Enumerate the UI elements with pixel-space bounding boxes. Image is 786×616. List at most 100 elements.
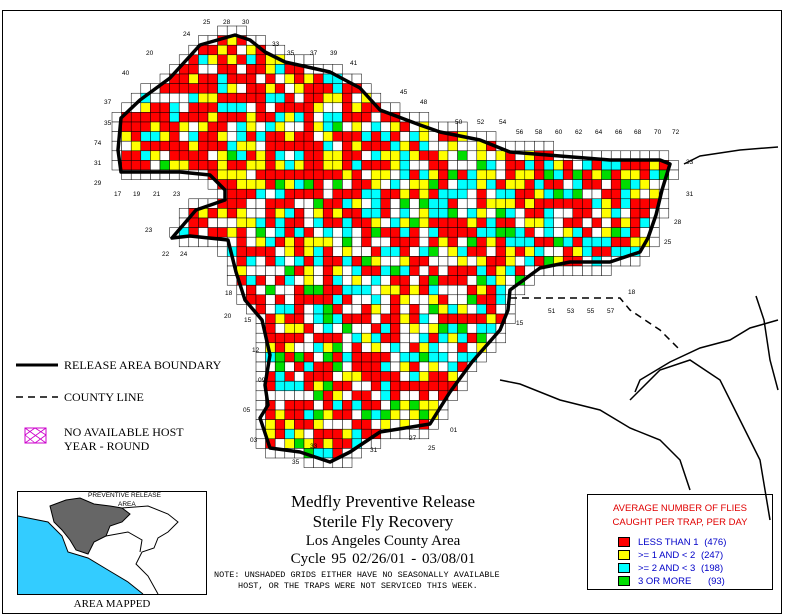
grid-cell: [380, 121, 391, 132]
grid-cell: [351, 265, 362, 276]
grid-cell: [543, 217, 554, 228]
grid-cell: [303, 380, 314, 392]
grid-cell: [428, 284, 439, 296]
grid-cell: [236, 25, 247, 36]
grid-cell: [361, 217, 372, 228]
grid-cell: [246, 150, 257, 161]
grid-cell: [361, 342, 372, 353]
grid-cell: [447, 198, 458, 209]
grid-label: 20: [146, 50, 154, 57]
grid-cell: [447, 246, 458, 257]
grid-cell: [274, 361, 286, 372]
grid-cell: [572, 265, 583, 276]
grid-cell: [390, 188, 401, 200]
grid-cell: [351, 304, 362, 315]
grid-cell: [361, 131, 372, 142]
grid-cell: [255, 236, 266, 248]
grid-cell: [553, 169, 564, 180]
grid-cell: [370, 140, 382, 152]
grid-cell: [418, 361, 430, 372]
grid-cell: [409, 236, 420, 248]
grid-cell: [274, 313, 286, 324]
grid-cell: [476, 217, 487, 228]
grid-cell: [486, 236, 497, 248]
legend-county-line-label: COUNTY LINE: [64, 390, 144, 404]
grid-cell: [418, 236, 430, 248]
grid-cell: [255, 275, 266, 286]
grid-cell: [322, 112, 334, 123]
grid-cell: [438, 227, 449, 238]
grid-cell: [495, 265, 506, 276]
grid-cell: [409, 160, 420, 171]
grid-cell: [390, 284, 401, 296]
grid-cell: [390, 217, 401, 228]
grid-cell: [495, 188, 506, 200]
grid-labels: 25 28 30 24 33 35 37 39 20 41 40 45 37 48 35 50 52 54 56 58…: [94, 19, 694, 466]
grid-cell: [169, 121, 180, 132]
grid-cell: [265, 150, 276, 161]
grid-cell: [303, 419, 314, 430]
grid-cell: [226, 217, 238, 228]
grid-cell: [332, 275, 343, 286]
grid-cell: [399, 352, 410, 363]
grid-cell: [226, 140, 238, 152]
grid-cell: [438, 236, 449, 248]
grid-cell: [361, 102, 372, 113]
grid-cell: [361, 236, 372, 248]
grid-cell: [409, 400, 420, 411]
grid-cell: [428, 140, 439, 152]
grid-cell: [591, 208, 602, 219]
grid-cell: [332, 313, 343, 324]
grid-cell: [198, 73, 209, 84]
grid-cell: [303, 121, 314, 132]
grid-cell: [255, 390, 266, 401]
grid-cell: [294, 256, 305, 267]
grid-cell: [457, 313, 468, 324]
grid-cell: [284, 332, 295, 344]
grid-cell: [428, 150, 439, 161]
grid-cell: [601, 236, 612, 248]
grid-cell: [418, 140, 430, 152]
grid-cell: [591, 265, 602, 276]
grid-cell: [198, 54, 209, 65]
grid-cell: [255, 102, 266, 113]
grid-cell: [294, 150, 305, 161]
grid-cell: [495, 227, 506, 238]
grid-cell: [428, 217, 439, 228]
grid-cell: [313, 198, 324, 209]
grid-cell: [130, 140, 142, 152]
grid-cell: [418, 371, 430, 382]
grid-cell: [313, 275, 324, 286]
grid-cell: [178, 83, 190, 94]
grid-cell: [246, 102, 257, 113]
grid-cell: [140, 140, 151, 152]
grid-cell: [390, 361, 401, 372]
grid-cell: [342, 438, 353, 449]
grid-cell: [438, 140, 449, 152]
grid-cell: [284, 160, 295, 171]
grid-cell: [476, 198, 487, 209]
grid-cell: [390, 140, 401, 152]
grid-cell: [255, 256, 266, 267]
grid-cell: [428, 371, 439, 382]
grid-cell: [284, 256, 295, 267]
grid-cell: [322, 188, 334, 200]
grid-cell: [380, 275, 391, 286]
grid-cell: [409, 256, 420, 267]
grid-label: 70: [654, 129, 662, 136]
grid-cell: [572, 198, 583, 209]
grid-cell: [514, 160, 526, 171]
grid-label: 28: [223, 19, 231, 26]
map-subtitle: Sterile Fly Recovery: [312, 512, 454, 531]
grid-cell: [466, 188, 478, 200]
grid-cell: [284, 409, 295, 420]
grid-cell: [284, 92, 295, 104]
grid-cell: [495, 236, 506, 248]
grid-cell: [562, 169, 574, 180]
grid-cell: [524, 140, 535, 152]
grid-cell: [447, 332, 458, 344]
grid-cell: [438, 208, 449, 219]
grid-cell: [361, 112, 372, 123]
grid-cell: [303, 361, 314, 372]
grid-cell: [274, 102, 286, 113]
